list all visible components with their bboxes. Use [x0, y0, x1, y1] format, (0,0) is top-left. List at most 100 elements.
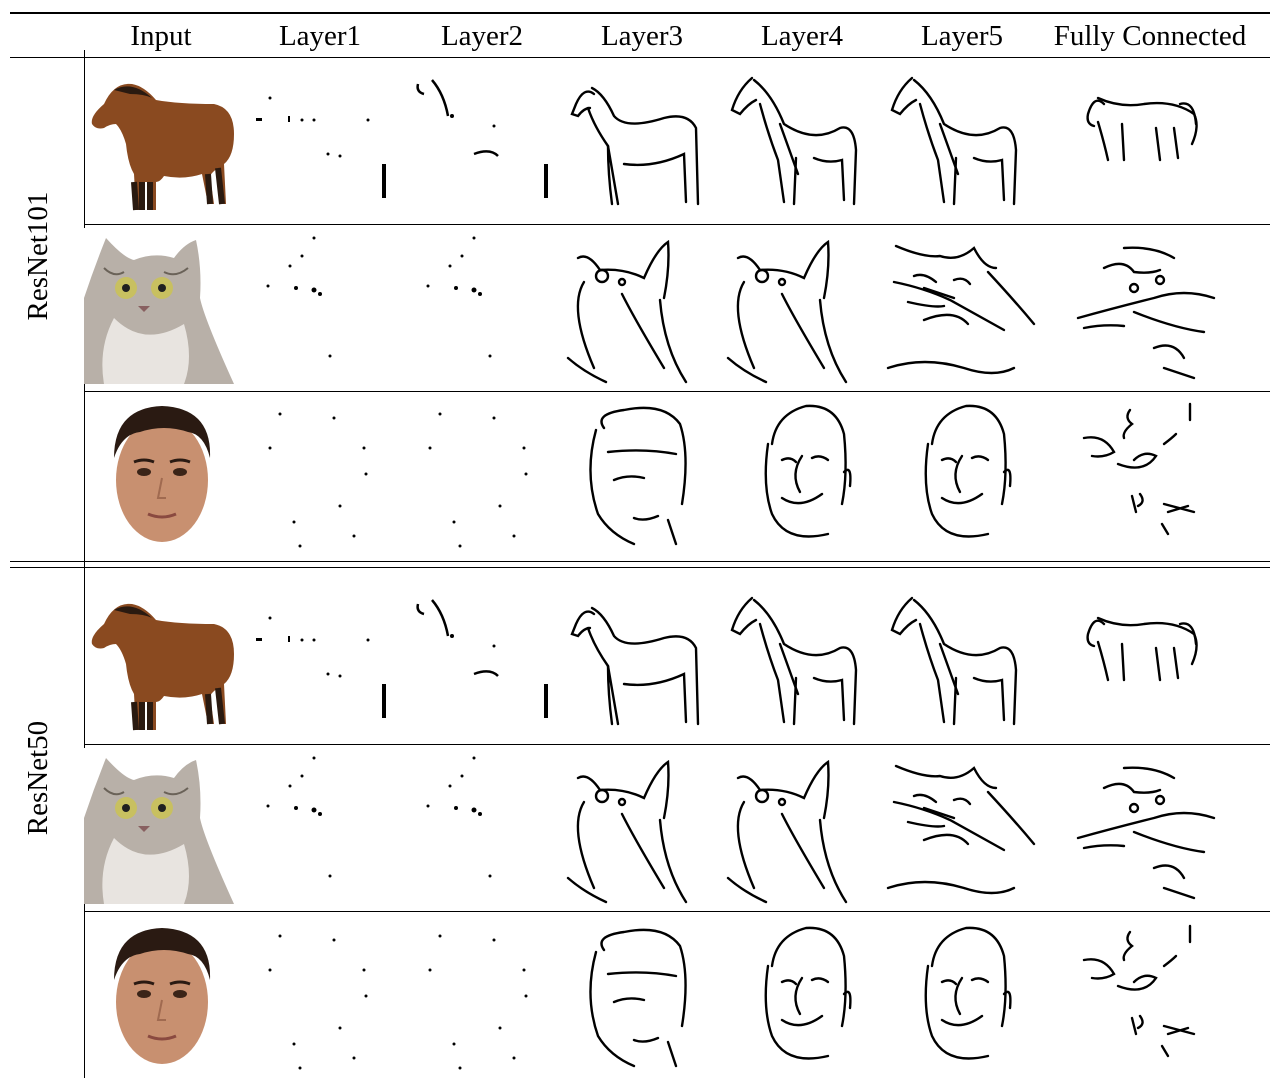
sketch-strokes-icon [244, 584, 400, 740]
face-sketch-layer3 [564, 916, 720, 1072]
sketch-strokes-icon [244, 748, 400, 904]
column-header-fully-connected: Fully Connected [1053, 20, 1247, 52]
group-rule-2 [10, 567, 1270, 568]
sketch-strokes-icon [404, 64, 560, 220]
sketch-strokes-icon [244, 394, 400, 550]
horse-sketch-fully-connected [1064, 64, 1220, 220]
column-header-layer1: Layer1 [278, 20, 362, 52]
row-rule [84, 224, 1270, 225]
cat-sketch-layer2 [404, 228, 560, 384]
face-sketch-layer5 [884, 394, 1040, 550]
cat-sketch-layer4 [724, 748, 880, 904]
face-sketch-layer2 [404, 394, 560, 550]
sketch-strokes-icon [564, 748, 720, 904]
horse-sketch-layer2 [404, 64, 560, 220]
horse-sketch-layer5 [884, 64, 1040, 220]
row-rule [84, 911, 1270, 912]
sketch-strokes-icon [404, 748, 560, 904]
sketch-strokes-icon [724, 228, 880, 384]
face-sketch-layer3 [564, 394, 720, 550]
cat-photo [84, 748, 240, 904]
sketch-strokes-icon [404, 394, 560, 550]
horse-sketch-layer3 [564, 584, 720, 740]
sketch-strokes-icon [884, 228, 1040, 384]
sketch-strokes-icon [1064, 748, 1220, 904]
row-rule [84, 391, 1270, 392]
face-sketch-layer1 [244, 394, 400, 550]
sketch-strokes-icon [564, 394, 720, 550]
face-photo [84, 394, 240, 550]
sketch-strokes-icon [884, 584, 1040, 740]
cat-sketch-fully-connected [1064, 748, 1220, 904]
group-label-resnet50: ResNet50 [22, 720, 54, 836]
sketch-strokes-icon [564, 916, 720, 1072]
sketch-strokes-icon [884, 394, 1040, 550]
horse-sketch-layer4 [724, 584, 880, 740]
horse-sketch-layer3 [564, 64, 720, 220]
sketch-strokes-icon [724, 916, 880, 1072]
face-sketch-layer2 [404, 916, 560, 1072]
sketch-strokes-icon [404, 916, 560, 1072]
group-rule-1 [10, 561, 1270, 562]
column-header-input: Input [130, 20, 192, 52]
sketch-strokes-icon [1064, 228, 1220, 384]
horse-sketch-layer1 [244, 584, 400, 740]
sketch-strokes-icon [724, 584, 880, 740]
cat-sketch-layer3 [564, 228, 720, 384]
horse-photo-icon [84, 64, 240, 220]
horse-photo-icon [84, 584, 240, 740]
column-header-layer3: Layer3 [600, 20, 684, 52]
cat-sketch-layer5 [884, 228, 1040, 384]
face-photo-icon [84, 916, 240, 1072]
face-sketch-layer1 [244, 916, 400, 1072]
sketch-strokes-icon [404, 584, 560, 740]
column-header-layer4: Layer4 [760, 20, 844, 52]
sketch-strokes-icon [1064, 584, 1220, 740]
cat-sketch-fully-connected [1064, 228, 1220, 384]
cat-sketch-layer4 [724, 228, 880, 384]
sketch-strokes-icon [244, 64, 400, 220]
horse-photo [84, 64, 240, 220]
face-sketch-fully-connected [1064, 916, 1220, 1072]
face-sketch-fully-connected [1064, 394, 1220, 550]
sketch-strokes-icon [1064, 64, 1220, 220]
sketch-strokes-icon [244, 228, 400, 384]
cat-photo [84, 228, 240, 384]
sketch-strokes-icon [724, 64, 880, 220]
sketch-strokes-icon [884, 64, 1040, 220]
column-header-layer2: Layer2 [440, 20, 524, 52]
column-header-layer5: Layer5 [920, 20, 1004, 52]
cat-sketch-layer5 [884, 748, 1040, 904]
row-rule [84, 744, 1270, 745]
sketch-strokes-icon [244, 916, 400, 1072]
horse-photo [84, 584, 240, 740]
face-sketch-layer4 [724, 916, 880, 1072]
horse-sketch-fully-connected [1064, 584, 1220, 740]
cat-sketch-layer2 [404, 748, 560, 904]
face-photo-icon [84, 394, 240, 550]
horse-sketch-layer5 [884, 584, 1040, 740]
cat-photo-icon [84, 228, 240, 384]
face-sketch-layer5 [884, 916, 1040, 1072]
cat-sketch-layer1 [244, 748, 400, 904]
sketch-strokes-icon [1064, 916, 1220, 1072]
sketch-strokes-icon [1064, 394, 1220, 550]
sketch-strokes-icon [884, 748, 1040, 904]
cat-photo-icon [84, 748, 240, 904]
cat-sketch-layer1 [244, 228, 400, 384]
horse-sketch-layer4 [724, 64, 880, 220]
top-rule [10, 12, 1270, 14]
face-photo [84, 916, 240, 1072]
sketch-strokes-icon [404, 228, 560, 384]
header-rule [10, 57, 1270, 58]
sketch-strokes-icon [884, 916, 1040, 1072]
cat-sketch-layer3 [564, 748, 720, 904]
horse-sketch-layer2 [404, 584, 560, 740]
label-column-rule [84, 50, 85, 1078]
sketch-strokes-icon [564, 228, 720, 384]
sketch-strokes-icon [724, 394, 880, 550]
face-sketch-layer4 [724, 394, 880, 550]
sketch-strokes-icon [564, 64, 720, 220]
sketch-strokes-icon [564, 584, 720, 740]
